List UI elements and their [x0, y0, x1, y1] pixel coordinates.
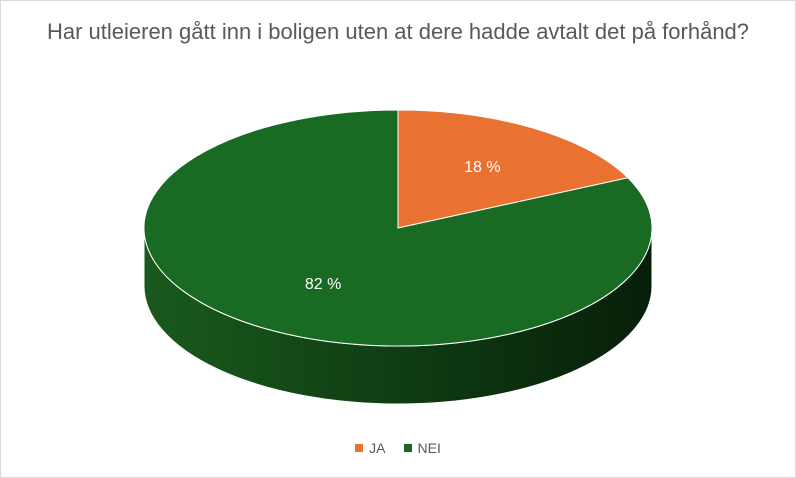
legend-item-nei: NEI — [403, 440, 441, 456]
legend-label-ja: JA — [369, 440, 386, 456]
legend-item-ja: JA — [355, 440, 386, 456]
pie-slice-nei — [143, 109, 653, 347]
data-label-ja: 18 % — [464, 159, 500, 176]
data-label-nei: 82 % — [305, 276, 341, 293]
chart-title: Har utleieren gått inn i boligen uten at… — [46, 19, 750, 44]
pie-slice-ja — [397, 109, 629, 229]
legend-swatch-ja — [355, 444, 364, 452]
legend-swatch-nei — [403, 444, 412, 452]
legend: JA NEI — [0, 440, 796, 456]
legend-label-nei: NEI — [417, 440, 441, 456]
